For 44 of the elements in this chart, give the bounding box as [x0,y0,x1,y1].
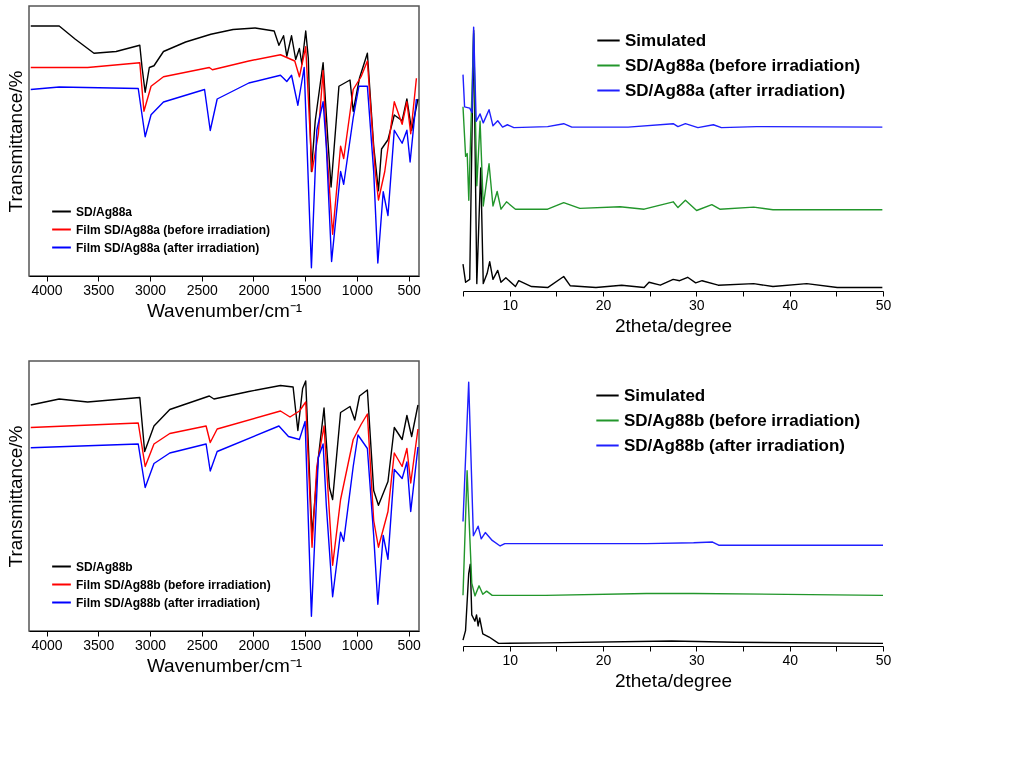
x-tick-label: 3000 [134,281,167,298]
x-tick-label: 4000 [31,636,63,653]
legend-label: Film SD/Ag88b (after irradiation) [76,595,261,610]
x-tick-label: 500 [397,636,422,653]
x-tick-label: 3000 [134,636,167,653]
x-tick-label: 30 [689,296,705,313]
x-tick-label: 10 [502,651,519,668]
legend-label: Film SD/Ag88a (after irradiation) [76,240,260,255]
x-tick-label: 500 [397,281,422,298]
x-tick-label: 50 [875,651,892,668]
legend-label: Simulated [624,385,706,405]
legend-label: SD/Ag88b (after irradiation) [624,435,846,455]
x-axis-title: Wavenumber/cm⁻¹ [146,654,303,676]
x-tick-label: 40 [782,296,799,313]
x-tick-label: 1500 [290,281,322,298]
x-tick-label: 3500 [83,636,115,653]
legend-label: Film SD/Ag88b (before irradiation) [76,577,271,592]
x-tick-label: 20 [595,651,612,668]
x-axis-title: 2theta/degree [614,314,733,336]
x-tick-label: 2000 [238,636,270,653]
x-tick-label: 10 [502,296,519,313]
x-tick-label: 1500 [290,636,322,653]
legend-label: Film SD/Ag88a (before irradiation) [76,222,271,237]
legend-label: SD/Ag88b (before irradiation) [624,410,861,430]
x-tick-label: 2500 [186,281,219,298]
legend-label: SD/Ag88a (after irradiation) [625,80,846,100]
y-axis-title: Transmittance/% [4,425,26,568]
x-tick-label: 3500 [83,281,115,298]
y-axis-title: Transmittance/% [4,70,26,213]
x-tick-label: 4000 [31,281,63,298]
legend-label: SD/Ag88b [76,559,133,574]
x-tick-label: 30 [689,651,705,668]
x-tick-label: 20 [595,296,612,313]
x-axis-title: Wavenumber/cm⁻¹ [146,299,303,321]
legend-label: Simulated [625,30,707,50]
x-tick-label: 2500 [186,636,219,653]
legend-label: SD/Ag88a [76,204,133,219]
x-tick-label: 1000 [341,636,374,653]
legend-label: SD/Ag88a (before irradiation) [625,55,861,75]
x-tick-label: 1000 [341,281,374,298]
x-tick-label: 2000 [238,281,270,298]
x-tick-label: 50 [875,296,892,313]
x-tick-label: 40 [782,651,799,668]
x-axis-title: 2theta/degree [614,669,733,691]
